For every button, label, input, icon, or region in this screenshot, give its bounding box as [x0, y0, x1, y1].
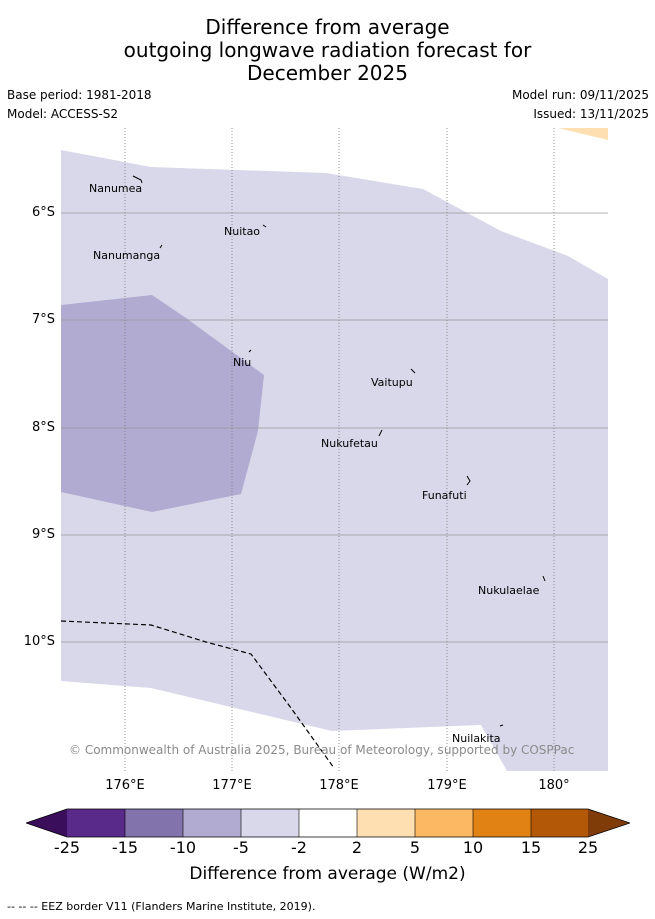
colorbar-tick: 25: [577, 838, 599, 857]
title-line-1: Difference from average: [205, 15, 450, 39]
place-label-funafuti: Funafuti: [422, 489, 467, 502]
colorbar-dividers: [124, 809, 532, 837]
colorbar: [26, 808, 630, 838]
longitude-gridlines: [124, 128, 555, 771]
map-svg: [61, 128, 608, 771]
colorbar-outline: [26, 808, 630, 838]
colorbar-tick: 15: [520, 838, 542, 857]
colorbar-bin-10-15: [473, 809, 531, 837]
map-panel[interactable]: [61, 128, 608, 771]
island-funafuti: [466, 475, 471, 486]
lon-label-178e: 178°E: [319, 778, 359, 793]
base-period: Base period: 1981-2018: [7, 88, 152, 102]
colorbar-bin-minus25-minus15: [67, 809, 125, 837]
colorbar-bin-minus10-minus5: [183, 809, 241, 837]
lat-label-6s: 6°S: [31, 205, 55, 220]
place-label-niu: Niu: [233, 356, 252, 369]
model-name: Model: ACCESS-S2: [7, 107, 119, 121]
colorbar-bin-2-5: [357, 809, 415, 837]
colorbar-tick: 10: [462, 838, 484, 857]
colorbar-extend-low: [26, 809, 67, 837]
lon-label-176e: 176°E: [105, 778, 145, 793]
island-nukulaelae: [542, 575, 546, 582]
island-nuitao: [262, 224, 267, 228]
lat-label-8s: 8°S: [31, 420, 55, 435]
place-label-nuitao: Nuitao: [224, 225, 261, 238]
place-label-nanumanga: Nanumanga: [93, 249, 161, 262]
issued-date: Issued: 13/11/2025: [533, 107, 649, 121]
title-line-3: December 2025: [247, 61, 408, 85]
island-nuilakita: [499, 724, 504, 727]
colorbar-title: Difference from average (W/m2): [189, 864, 466, 884]
place-label-nuilakita: Nuilakita: [452, 732, 501, 745]
place-label-nukulaelae: Nukulaelae: [478, 584, 540, 597]
colorbar-tick: 5: [409, 838, 421, 857]
colorbar-tick: -5: [233, 838, 249, 857]
colorbar-bin-minus15-minus10: [125, 809, 183, 837]
latitude-gridlines: [61, 212, 608, 643]
colorbar-bin-5-10: [415, 809, 473, 837]
island-vaitupu: [410, 368, 416, 374]
eez-legend: -- -- -- EEZ border V11 (Flanders Marine…: [7, 900, 316, 913]
colorbar-tick: 2: [351, 838, 363, 857]
map-title: Difference from average outgoing longwav…: [0, 16, 655, 85]
colorbar-extend-high: [588, 809, 630, 837]
island-niu: [248, 349, 252, 353]
lat-label-9s: 9°S: [31, 527, 55, 542]
title-line-2: outgoing longwave radiation forecast for: [123, 38, 532, 62]
place-label-nanumea: Nanumea: [89, 182, 143, 195]
colorbar-bin-minus5-minus2: [241, 809, 299, 837]
island-markers: [132, 175, 546, 727]
anomaly-region-minus-10-to-minus-5: [61, 295, 264, 512]
place-label-nukufetau: Nukufetau: [321, 437, 378, 450]
place-label-vaitupu: Vaitupu: [371, 376, 413, 389]
island-nanumea: [132, 175, 143, 184]
anomaly-region-positive-2-to-5: [558, 128, 608, 140]
model-run: Model run: 09/11/2025: [511, 88, 649, 102]
island-nanumanga: [159, 244, 163, 249]
lon-label-179e: 179°E: [427, 778, 467, 793]
lat-label-10s: 10°S: [23, 634, 55, 649]
copyright-notice: © Commonwealth of Australia 2025, Bureau…: [69, 743, 575, 757]
colorbar-tick: -10: [169, 838, 197, 857]
lon-label-180: 180°: [538, 778, 570, 793]
colorbar-bin-15-25: [531, 809, 588, 837]
colorbar-tick: -15: [111, 838, 139, 857]
lat-label-7s: 7°S: [31, 312, 55, 327]
island-nukufetau: [378, 429, 383, 437]
anomaly-region-minus-5-to-minus-2: [61, 150, 608, 771]
eez-border: [61, 620, 335, 769]
colorbar-tick: -25: [53, 838, 81, 857]
lon-label-177e: 177°E: [212, 778, 252, 793]
colorbar-bin-minus2-2: [299, 809, 357, 837]
colorbar-tick: -2: [291, 838, 307, 857]
